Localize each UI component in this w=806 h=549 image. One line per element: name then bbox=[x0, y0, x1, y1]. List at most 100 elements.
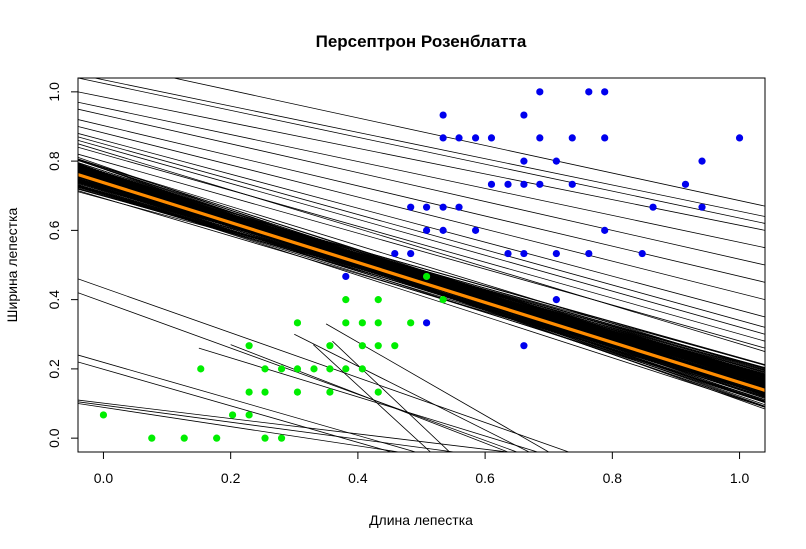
point-class1 bbox=[391, 342, 399, 350]
perceptron-line bbox=[78, 143, 765, 352]
perceptron-line bbox=[78, 278, 570, 452]
point-class2 bbox=[638, 249, 646, 258]
perceptron-line bbox=[78, 146, 765, 342]
perceptron-line bbox=[198, 347, 539, 452]
perceptron-line bbox=[78, 136, 765, 328]
point-class1 bbox=[148, 434, 156, 442]
perceptron-line bbox=[78, 183, 765, 379]
point-class2 bbox=[504, 249, 512, 258]
point-class1 bbox=[342, 365, 350, 373]
point-class1 bbox=[293, 319, 302, 327]
point-class2 bbox=[439, 134, 447, 142]
point-class2 bbox=[536, 88, 544, 96]
point-class1 bbox=[374, 388, 382, 396]
point-class2 bbox=[568, 180, 576, 188]
point-class1 bbox=[99, 411, 108, 419]
perceptron-line bbox=[78, 139, 765, 335]
point-class1 bbox=[342, 296, 350, 304]
point-class2 bbox=[342, 272, 350, 281]
y-tick-label: 0.6 bbox=[46, 220, 62, 240]
y-axis: 0.0 0.2 0.4 0.6 0.8 1.0 bbox=[46, 82, 79, 448]
point-class2 bbox=[439, 203, 447, 211]
point-class2 bbox=[520, 157, 528, 165]
perceptron-line bbox=[78, 126, 765, 301]
point-class2 bbox=[520, 249, 528, 258]
point-class2 bbox=[504, 180, 512, 188]
perceptron-line bbox=[78, 159, 765, 371]
x-axis: 0.0 0.2 0.4 0.6 0.8 1.0 bbox=[94, 451, 750, 486]
x-tick-label: 0.0 bbox=[94, 470, 114, 486]
point-class1 bbox=[326, 388, 334, 396]
point-class2 bbox=[487, 134, 496, 142]
perceptron-line bbox=[78, 101, 765, 249]
point-class1 bbox=[326, 342, 334, 350]
perceptron-line bbox=[78, 354, 417, 452]
data-points bbox=[99, 88, 744, 442]
final-line-layer bbox=[78, 173, 765, 392]
x-tick-label: 0.6 bbox=[475, 470, 495, 486]
point-class2 bbox=[439, 226, 447, 234]
point-class2 bbox=[601, 226, 609, 234]
point-class2 bbox=[407, 203, 415, 211]
point-class1 bbox=[213, 434, 221, 442]
point-class2 bbox=[735, 134, 744, 142]
perceptron-line bbox=[313, 344, 432, 452]
point-class1 bbox=[261, 434, 269, 442]
point-class2 bbox=[601, 134, 609, 142]
point-class2 bbox=[455, 203, 463, 211]
x-tick-label: 1.0 bbox=[730, 470, 750, 486]
point-class2 bbox=[455, 134, 463, 142]
x-axis-label: Длина лепестка bbox=[369, 512, 473, 528]
point-class2 bbox=[520, 342, 528, 350]
point-class2 bbox=[585, 88, 593, 96]
point-class1 bbox=[245, 411, 253, 419]
x-tick-label: 0.8 bbox=[603, 470, 623, 486]
point-class1 bbox=[374, 319, 382, 327]
point-class2 bbox=[407, 249, 415, 258]
y-tick-label: 0.0 bbox=[46, 428, 62, 448]
point-class2 bbox=[681, 180, 690, 188]
y-tick-label: 0.8 bbox=[46, 151, 62, 171]
point-class2 bbox=[422, 226, 431, 234]
separating-lines bbox=[78, 78, 765, 452]
point-class1 bbox=[228, 411, 237, 419]
point-class2 bbox=[487, 180, 496, 188]
point-class1 bbox=[374, 296, 382, 304]
perceptron-line bbox=[294, 333, 530, 452]
point-class1 bbox=[277, 434, 286, 442]
point-class2 bbox=[698, 203, 706, 211]
perceptron-line bbox=[171, 78, 765, 207]
y-tick-label: 0.4 bbox=[46, 290, 62, 310]
perceptron-line bbox=[78, 153, 765, 349]
point-class1 bbox=[407, 319, 415, 327]
perceptron-line bbox=[78, 184, 765, 408]
perceptron-line bbox=[78, 78, 765, 224]
point-class2 bbox=[698, 157, 706, 165]
point-class1 bbox=[245, 388, 253, 396]
perceptron-line bbox=[325, 323, 549, 452]
chart-title: Персептрон Розенблатта bbox=[316, 32, 527, 51]
perceptron-line bbox=[78, 169, 765, 385]
point-class1 bbox=[342, 319, 350, 327]
point-class2 bbox=[520, 111, 528, 119]
point-class1 bbox=[293, 388, 302, 396]
y-tick-label: 1.0 bbox=[46, 82, 62, 102]
perceptron-line bbox=[78, 399, 511, 452]
point-class1 bbox=[358, 365, 366, 373]
point-class2 bbox=[422, 203, 431, 211]
perceptron-line bbox=[78, 361, 393, 452]
point-class2 bbox=[552, 157, 560, 165]
perceptron-line bbox=[78, 133, 765, 318]
point-class2 bbox=[439, 111, 447, 119]
point-class2 bbox=[391, 249, 399, 258]
point-class2 bbox=[536, 180, 544, 188]
point-class2 bbox=[552, 249, 560, 258]
point-class1 bbox=[261, 365, 269, 373]
point-class1 bbox=[439, 296, 447, 304]
point-class2 bbox=[422, 319, 431, 327]
point-class2 bbox=[552, 296, 560, 304]
point-class1 bbox=[326, 365, 334, 373]
point-class1 bbox=[310, 365, 318, 373]
point-class1 bbox=[422, 272, 431, 281]
